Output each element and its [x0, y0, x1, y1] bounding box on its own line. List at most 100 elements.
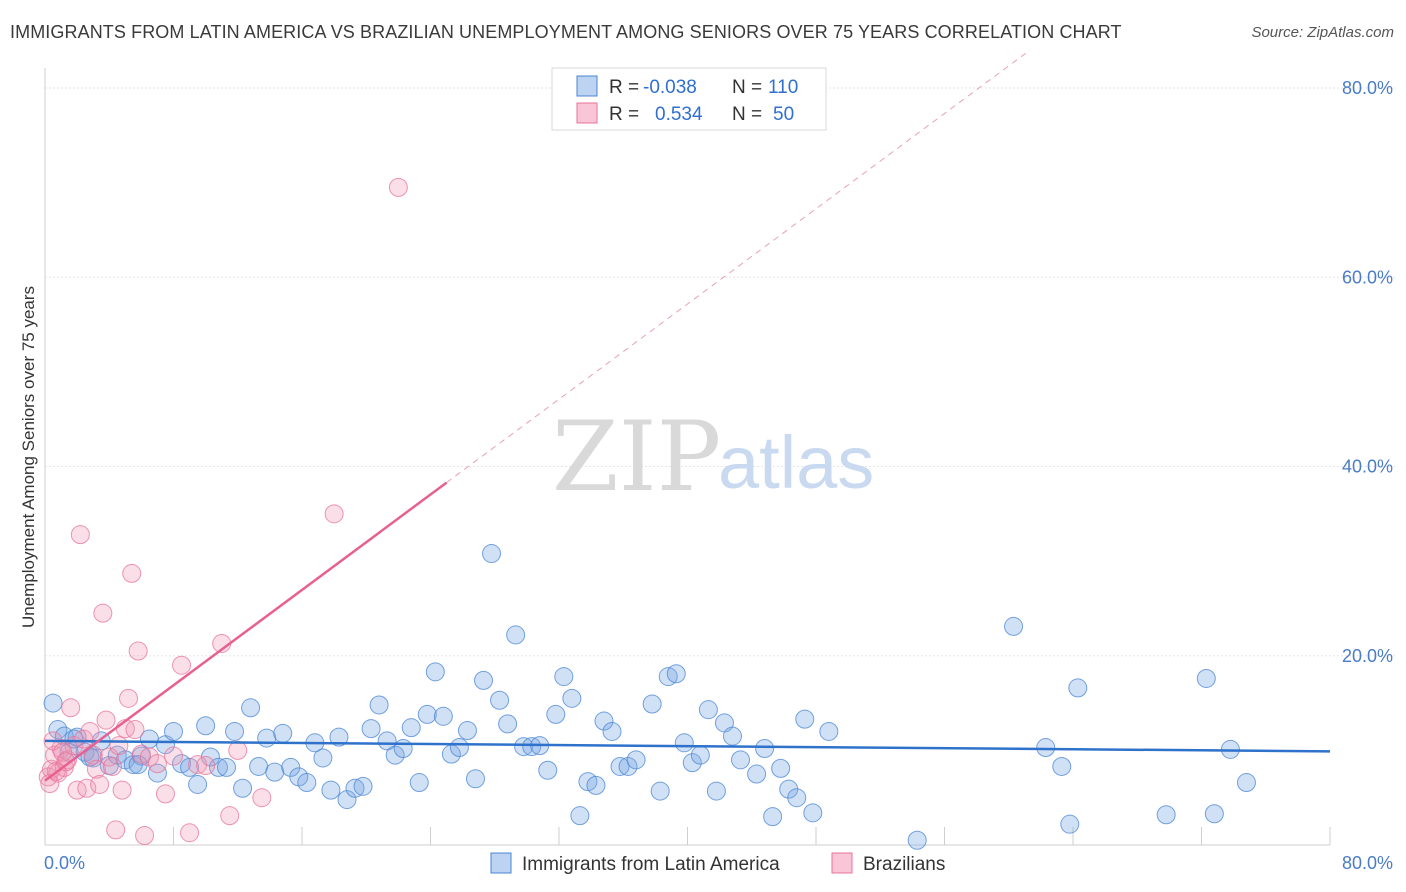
blue-point-83 — [706, 781, 726, 801]
blue-point-102 — [1156, 805, 1176, 825]
bottom-legend-swatch-blue — [490, 852, 512, 874]
blue-point-20 — [196, 716, 216, 736]
blue-point-48 — [417, 704, 437, 724]
legend-swatch-pink — [576, 102, 598, 124]
blue-point-96 — [907, 830, 927, 850]
blue-point-58 — [498, 714, 518, 734]
pink-point-23 — [112, 780, 132, 800]
blue-point-103 — [1196, 668, 1216, 688]
blue-point-109 — [64, 729, 84, 749]
pink-point-31 — [139, 747, 159, 767]
blue-point-35 — [313, 748, 333, 768]
blue-point-97 — [1004, 616, 1024, 636]
legend-n-label-1: N = — [732, 77, 762, 98]
pink-point-15 — [86, 759, 106, 779]
pink-point-43 — [324, 504, 344, 524]
blue-point-39 — [345, 778, 365, 798]
trend-line-pink-extension — [446, 49, 1031, 483]
pink-point-22 — [109, 736, 129, 756]
blue-point-44 — [385, 745, 405, 765]
blue-point-18 — [180, 757, 200, 777]
blue-point-0 — [43, 693, 63, 713]
blue-point-69 — [586, 775, 606, 795]
blue-point-28 — [257, 728, 277, 748]
trend-line-pink — [44, 481, 448, 782]
pink-point-42 — [252, 788, 272, 808]
blue-point-73 — [618, 756, 638, 776]
blue-point-54 — [465, 769, 485, 789]
blue-point-90 — [771, 758, 791, 778]
axes — [44, 68, 1331, 846]
legend-bottom: Immigrants from Latin America Brazilians — [490, 852, 945, 875]
blue-point-53 — [457, 721, 477, 741]
blue-point-79 — [674, 733, 694, 753]
blue-point-63 — [538, 760, 558, 780]
blue-point-31 — [281, 757, 301, 777]
pink-point-40 — [220, 806, 240, 826]
blue-point-40 — [353, 776, 373, 796]
blue-point-36 — [321, 780, 341, 800]
pink-point-26 — [122, 563, 142, 583]
legend-swatch-blue — [576, 75, 598, 97]
blue-point-75 — [642, 694, 662, 714]
blue-point-100 — [1060, 814, 1080, 834]
legend-n-label-2: N = — [732, 104, 762, 125]
blue-point-70 — [594, 711, 614, 731]
legend-top: R = -0.038 N = 110 R = 0.534 N = 50 — [551, 67, 827, 131]
y-tick-label-1: 40.0% — [1342, 457, 1393, 477]
pink-point-17 — [93, 603, 113, 623]
blue-point-99 — [1052, 756, 1072, 776]
y-tick-label-2: 60.0% — [1342, 267, 1393, 287]
x-tick-label-0: 0.0% — [44, 853, 85, 873]
watermark-atlas-text: atlas — [718, 421, 874, 504]
pink-point-29 — [131, 744, 151, 764]
blue-point-37 — [329, 727, 349, 747]
chart-title: IMMIGRANTS FROM LATIN AMERICA VS BRAZILI… — [10, 22, 1122, 42]
blue-point-26 — [241, 698, 261, 718]
pink-point-37 — [188, 755, 208, 775]
grid-lines — [45, 87, 1395, 657]
blue-point-30 — [273, 723, 293, 743]
pink-point-11 — [74, 729, 94, 749]
data-points — [38, 177, 1256, 850]
blue-point-106 — [1236, 773, 1256, 793]
pink-point-10 — [70, 525, 90, 545]
pink-point-16 — [90, 774, 110, 794]
blue-point-86 — [731, 750, 751, 770]
pink-point-18 — [96, 710, 116, 730]
pink-point-32 — [147, 754, 167, 774]
blue-point-101 — [1068, 678, 1088, 698]
blue-point-50 — [433, 706, 453, 726]
y-axis-label: Unemployment Among Seniors over 75 years — [19, 286, 38, 628]
blue-point-82 — [698, 700, 718, 720]
blue-point-59 — [506, 625, 526, 645]
bottom-legend-label-pink: Brazilians — [863, 854, 945, 875]
blue-point-47 — [409, 773, 429, 793]
pink-point-9 — [67, 780, 87, 800]
blue-point-55 — [474, 670, 494, 690]
pink-point-33 — [155, 784, 175, 804]
blue-point-71 — [602, 721, 622, 741]
y-tick-label-3: 80.0% — [1342, 78, 1393, 98]
blue-point-64 — [546, 704, 566, 724]
pink-point-27 — [125, 720, 145, 740]
trend-line-blue — [44, 739, 1331, 753]
bottom-legend-swatch-pink — [831, 852, 853, 874]
blue-point-85 — [722, 726, 742, 746]
pink-point-44 — [388, 177, 408, 197]
blue-point-93 — [795, 709, 815, 729]
pink-point-28 — [128, 641, 148, 661]
blue-point-49 — [425, 662, 445, 682]
blue-point-72 — [610, 756, 630, 776]
blue-point-19 — [188, 774, 208, 794]
blue-point-16 — [164, 721, 183, 741]
bottom-legend-label-blue: Immigrants from Latin America — [522, 854, 780, 875]
pink-point-13 — [80, 721, 100, 741]
y-tick-label-0: 20.0% — [1342, 646, 1393, 666]
blue-point-76 — [650, 781, 670, 801]
blue-point-57 — [490, 690, 510, 710]
blue-point-92 — [787, 788, 807, 808]
blue-point-52 — [449, 738, 469, 758]
pink-point-35 — [172, 655, 192, 675]
